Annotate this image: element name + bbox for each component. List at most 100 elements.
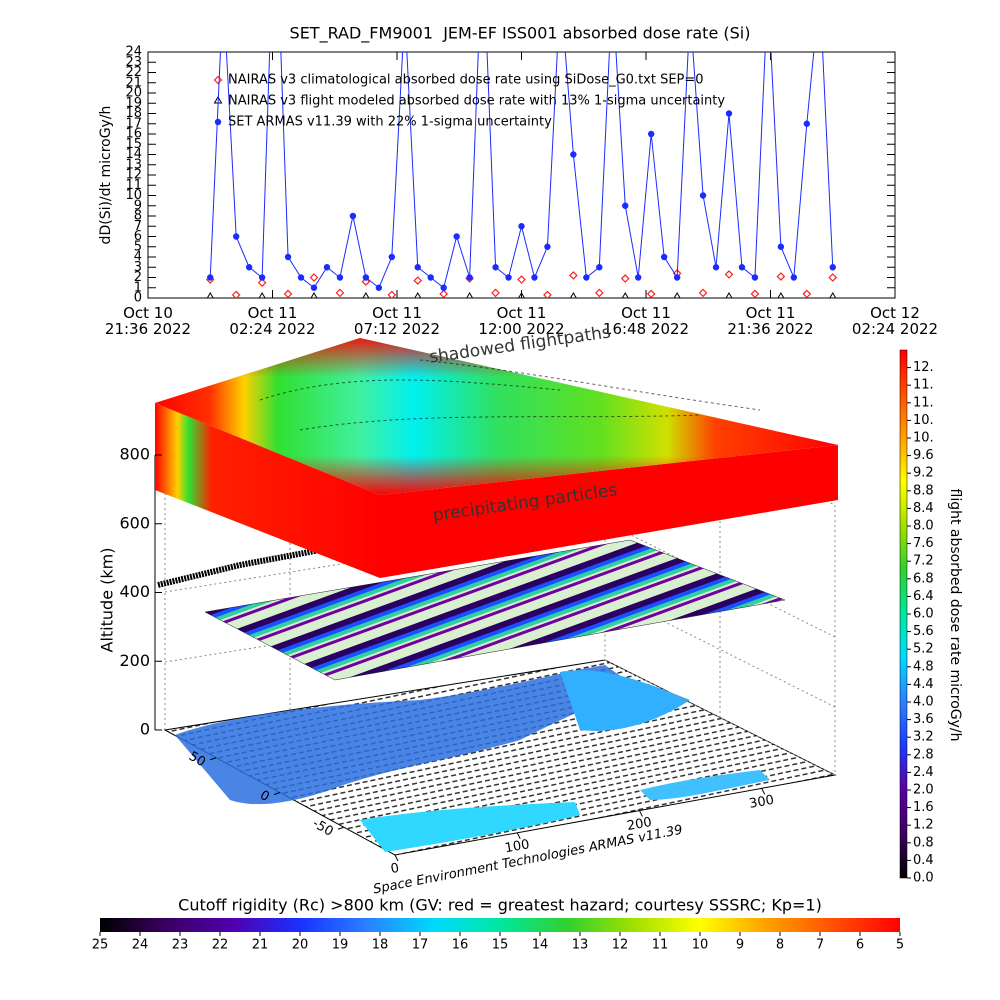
y-tick-label: 6 [134, 229, 142, 244]
data-point [687, 8, 693, 14]
y-tick-label: 1 [134, 280, 142, 295]
data-point [245, 264, 253, 271]
map-land [360, 802, 580, 852]
z-tick-label: 400 [119, 582, 150, 601]
data-point [258, 274, 266, 281]
data-point [777, 243, 785, 250]
y-tick-label: 5 [134, 239, 142, 254]
colorbar-tick-label: 10. [913, 413, 934, 428]
colorbar-tick-label: 9 [736, 938, 744, 953]
lon-tick-label: 200 [626, 815, 653, 834]
x-tick-label: Oct 11 02:24 2022 [229, 305, 316, 338]
colorbar-tick-label: 4.8 [913, 659, 934, 674]
data-point [802, 289, 812, 298]
colorbar [899, 349, 908, 879]
data-point [569, 291, 577, 298]
lon-tick [516, 832, 521, 840]
legend-label: NAIRAS v3 climatological absorbed dose r… [228, 73, 704, 88]
data-point [232, 233, 240, 240]
colorbar-tick-label: 7.6 [913, 536, 934, 551]
data-point [518, 223, 525, 230]
colorbar-tick-label: 10. [913, 431, 934, 446]
colorbar-tick-label: 2.0 [913, 783, 934, 798]
data-point [362, 274, 370, 281]
data-point [828, 273, 838, 282]
colorbar-tick-label: 6.8 [913, 571, 934, 586]
data-point [283, 289, 293, 298]
data-point [543, 290, 552, 298]
colorbar-tick-label: 2.4 [913, 765, 934, 780]
data-point [310, 284, 318, 291]
data-point [622, 202, 629, 209]
colorbar-tick-label: 1.2 [913, 818, 934, 833]
data-point [699, 192, 707, 199]
z-axis-label: Altitude (km) [98, 548, 117, 653]
data-point [257, 278, 267, 287]
data-point [466, 274, 473, 281]
data-point [414, 291, 422, 298]
data-point [750, 289, 760, 298]
x-tick-label: Oct 11 07:12 2022 [353, 305, 441, 338]
y-tick-label: 13 [125, 157, 142, 172]
data-point [491, 288, 500, 298]
y-tick-label: 22 [125, 65, 142, 80]
data-point [646, 289, 656, 298]
colorbar-tick-label: 6.0 [913, 607, 934, 622]
colorbar-tick-label: 2.8 [913, 747, 934, 762]
y-tick-label: 7 [134, 219, 142, 234]
lon-tick-label: 0 [390, 861, 401, 877]
data-point [361, 277, 371, 286]
data-point [596, 264, 603, 271]
colorbar-label: flight absorbed dose rate microGy/h [947, 489, 963, 742]
lon-tick-label: 100 [504, 837, 531, 856]
colorbar-tick-label: 6 [856, 938, 864, 953]
y-tick-label: 12 [125, 168, 142, 183]
y-tick-label: 3 [134, 260, 142, 275]
colorbar-tick-label: 25 [92, 938, 109, 953]
z-tick-label: 0 [140, 720, 150, 739]
lon-tick [394, 854, 399, 862]
lon-tick [761, 788, 766, 795]
y-tick-label: 24 [125, 45, 142, 60]
slab-side [380, 445, 838, 578]
colorbar-tick-label: 3.2 [913, 730, 934, 745]
data-point [583, 274, 590, 281]
data-point [776, 272, 786, 281]
colorbar-tick-label: 18 [372, 938, 389, 953]
y-tick-label: 20 [125, 86, 142, 101]
y-axis-label: dD(Si)/dt microGy/h [98, 106, 114, 245]
y-tick-label: 21 [125, 75, 142, 90]
data-point [336, 274, 344, 281]
colorbar-tick-label: 0.8 [913, 835, 934, 850]
colorbar-tick-label: 1.6 [913, 800, 934, 815]
colorbar-tick-label: 21 [252, 938, 269, 953]
colorbar-tick-label: 19 [332, 938, 349, 953]
colorbar-tick-label: 14 [532, 938, 549, 953]
data-point [673, 274, 681, 281]
data-point [635, 274, 642, 281]
lat-tick [209, 757, 217, 761]
colorbar-tick-label: 0.4 [913, 853, 934, 868]
data-point [660, 253, 668, 261]
data-point [738, 264, 746, 271]
map-land [175, 665, 640, 805]
colorbar-tick-label: 9.6 [913, 448, 934, 463]
y-tick-label: 8 [134, 209, 142, 224]
data-point [492, 264, 499, 271]
data-point [594, 288, 604, 298]
colorbar-tick-label: 8.0 [913, 519, 934, 534]
data-point [375, 284, 383, 291]
data-point [725, 110, 733, 117]
data-point [323, 264, 331, 271]
data-point [427, 274, 434, 281]
data-point [751, 274, 759, 281]
x-tick-label-box: Oct 12 02:24 2022 [852, 305, 938, 337]
colorbar-tick-label: 11. [913, 378, 934, 393]
flight-track [157, 537, 401, 588]
y-tick-label: 19 [125, 96, 142, 111]
flight-track [259, 359, 761, 431]
colorbar-tick-label: 17 [412, 938, 429, 953]
legend-label: NAIRAS v3 flight modeled absorbed dose r… [228, 94, 725, 109]
data-point [214, 118, 222, 126]
